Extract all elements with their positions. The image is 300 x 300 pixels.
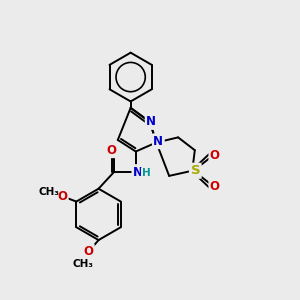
Text: O: O xyxy=(210,180,220,193)
Text: CH₃: CH₃ xyxy=(73,260,94,269)
Text: O: O xyxy=(57,190,67,203)
Text: O: O xyxy=(210,149,220,162)
Text: N: N xyxy=(153,135,164,148)
Text: O: O xyxy=(83,245,93,258)
Text: CH₃: CH₃ xyxy=(39,187,60,197)
Text: N: N xyxy=(146,116,156,128)
Text: O: O xyxy=(106,144,116,157)
Text: N: N xyxy=(133,166,143,178)
Text: H: H xyxy=(142,168,151,178)
Text: S: S xyxy=(190,164,200,177)
